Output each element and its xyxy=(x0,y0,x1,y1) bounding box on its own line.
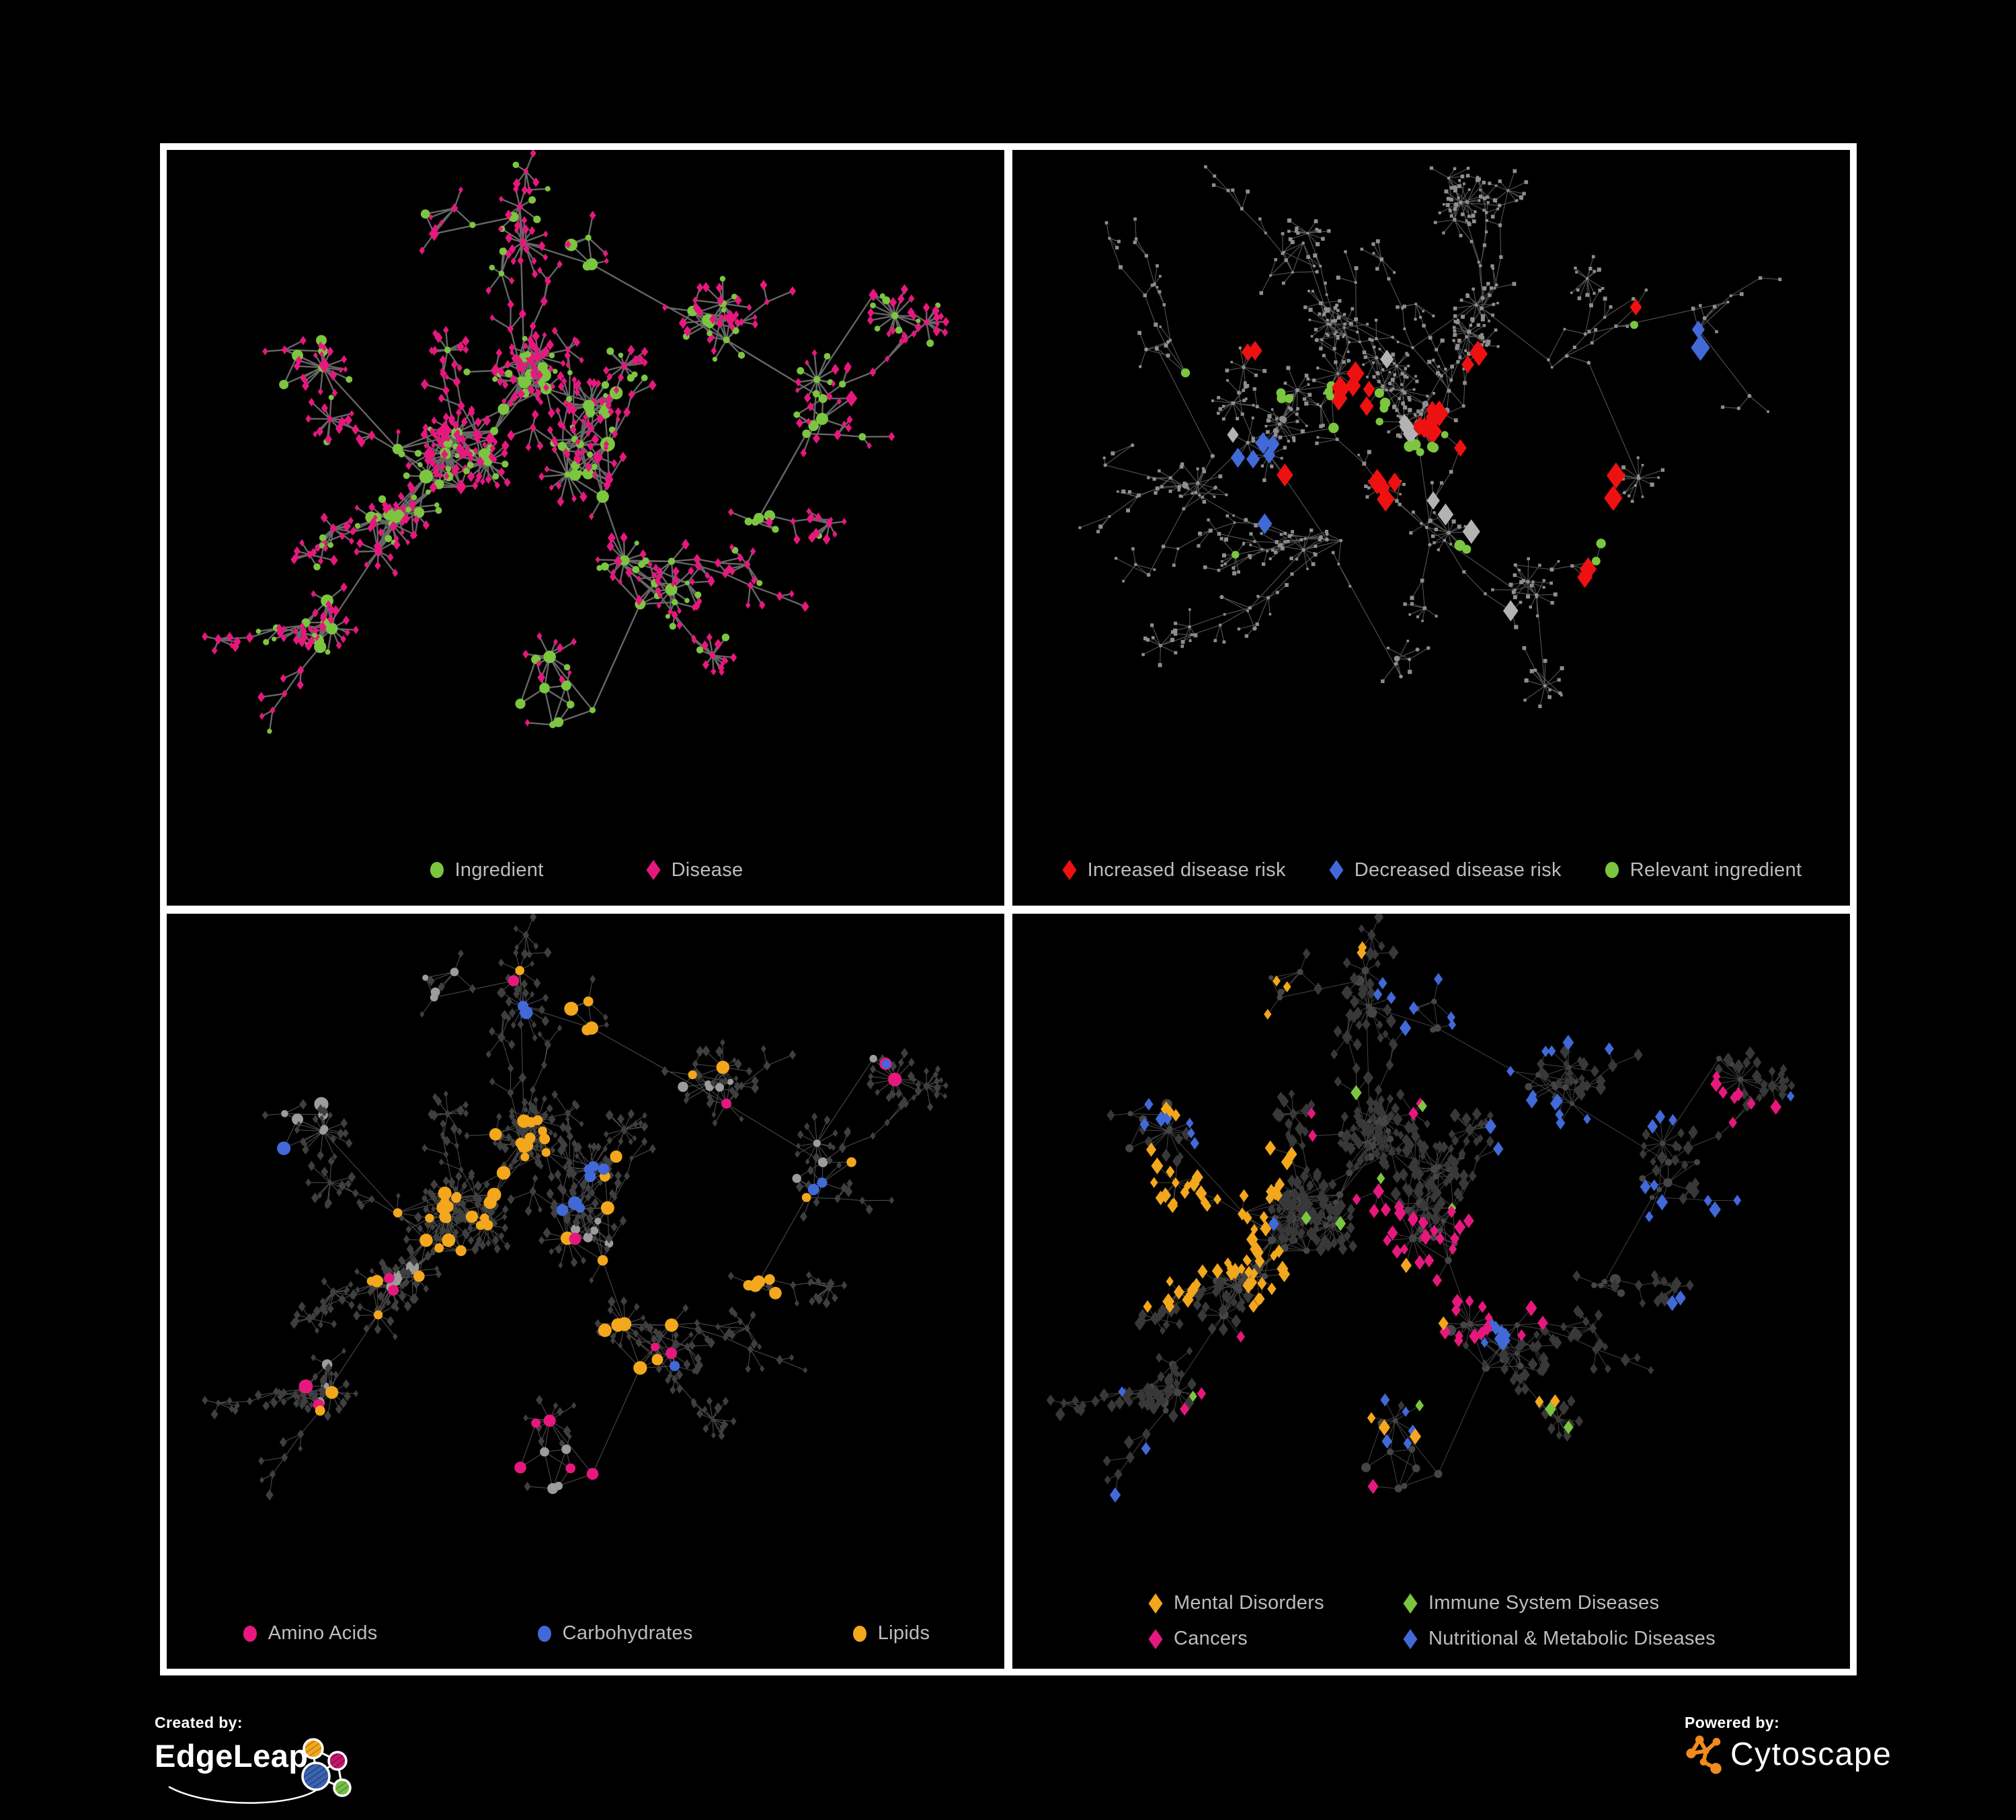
panels-grid: Ingredient Disease Increased disease risk… xyxy=(160,143,1857,1675)
diamond-marker-icon xyxy=(1403,1628,1418,1649)
legend-label-ingredient: Ingredient xyxy=(454,859,544,881)
legend-item-mental-disorders: Mental Disorders xyxy=(1147,1592,1324,1614)
legend-item-decreased-disease-risk: Decreased disease risk xyxy=(1328,859,1562,881)
powered-by-block: Powered by: xyxy=(1685,1714,1892,1775)
circle-marker-icon xyxy=(537,1625,551,1642)
legend-item-carbohydrates: Carbohydrates xyxy=(536,1622,693,1645)
circle-marker-icon xyxy=(243,1625,257,1642)
legend-label-immune-system-diseases: Immune System Diseases xyxy=(1428,1592,1660,1614)
legend-item-lipids: Lipids xyxy=(851,1622,930,1645)
created-by-label: Created by: xyxy=(155,1714,243,1731)
legend-item-nutritional-metabolic-diseases: Nutritional & Metabolic Diseases xyxy=(1402,1628,1716,1650)
diamond-marker-icon xyxy=(1148,1593,1163,1614)
legend-item-immune-system-diseases: Immune System Diseases xyxy=(1402,1592,1716,1614)
legend-label-lipids: Lipids xyxy=(877,1622,930,1644)
legend-label-cancers: Cancers xyxy=(1173,1628,1248,1649)
legend-label-nutritional-metabolic-diseases: Nutritional & Metabolic Diseases xyxy=(1428,1628,1716,1649)
legend-label-decreased-disease-risk: Decreased disease risk xyxy=(1354,859,1562,881)
legend-item-ingredient: Ingredient xyxy=(428,859,544,881)
edgeleap-logo-text: EdgeLeap xyxy=(155,1738,309,1774)
diamond-marker-icon xyxy=(1329,860,1344,880)
cytoscape-network-icon xyxy=(1686,1735,1722,1774)
legend-label-amino-acids: Amino Acids xyxy=(268,1622,378,1644)
network-graph-ingredient-disease xyxy=(202,150,950,734)
legend-label-mental-disorders: Mental Disorders xyxy=(1173,1592,1324,1614)
panel-disease-risk: Increased disease risk Decreased disease … xyxy=(1012,150,1850,906)
legend-ingredient-disease: Ingredient Disease xyxy=(167,859,1004,881)
edgeleap-network-icon xyxy=(168,1738,352,1804)
network-graph-disease-classes xyxy=(1046,913,1796,1503)
legend-item-relevant-ingredient: Relevant ingredient xyxy=(1603,859,1802,881)
cytoscape-logo-text: Cytoscape xyxy=(1730,1736,1892,1772)
legend-disease-classes: Mental Disorders Immune System Diseases Ca… xyxy=(1012,1592,1850,1650)
panel-disease-classes: Mental Disorders Immune System Diseases Ca… xyxy=(1012,913,1850,1669)
legend-item-increased-disease-risk: Increased disease risk xyxy=(1061,859,1286,881)
diamond-marker-icon xyxy=(1148,1628,1163,1649)
legend-item-cancers: Cancers xyxy=(1147,1628,1324,1650)
panel-nutrient-classes: Amino Acids Carbohydrates Lipids xyxy=(167,913,1004,1669)
network-graph-nutrient-classes xyxy=(202,913,949,1501)
legend-disease-risk: Increased disease risk Decreased disease … xyxy=(1012,859,1850,881)
created-by-block: Created by: EdgeLeap xyxy=(155,1714,410,1806)
edgeleap-logo: EdgeLeap xyxy=(155,1732,410,1806)
cytoscape-logo: Cytoscape xyxy=(1685,1733,1892,1775)
panel-ingredient-disease: Ingredient Disease xyxy=(167,150,1004,906)
diamond-marker-icon xyxy=(1062,860,1077,880)
legend-item-amino-acids: Amino Acids xyxy=(241,1622,378,1645)
legend-label-relevant-ingredient: Relevant ingredient xyxy=(1629,859,1802,881)
diamond-marker-icon xyxy=(646,860,661,880)
legend-label-disease: Disease xyxy=(671,859,743,881)
circle-marker-icon xyxy=(852,1625,866,1642)
powered-by-label: Powered by: xyxy=(1685,1714,1780,1731)
diamond-marker-icon xyxy=(1403,1593,1418,1614)
legend-label-carbohydrates: Carbohydrates xyxy=(562,1622,693,1644)
legend-item-disease: Disease xyxy=(645,859,743,881)
network-graph-disease-risk xyxy=(1078,165,1782,709)
legend-nutrient-classes: Amino Acids Carbohydrates Lipids xyxy=(167,1622,1004,1645)
circle-marker-icon xyxy=(430,862,444,878)
circle-marker-icon xyxy=(1605,862,1619,878)
legend-label-increased-disease-risk: Increased disease risk xyxy=(1087,859,1286,881)
